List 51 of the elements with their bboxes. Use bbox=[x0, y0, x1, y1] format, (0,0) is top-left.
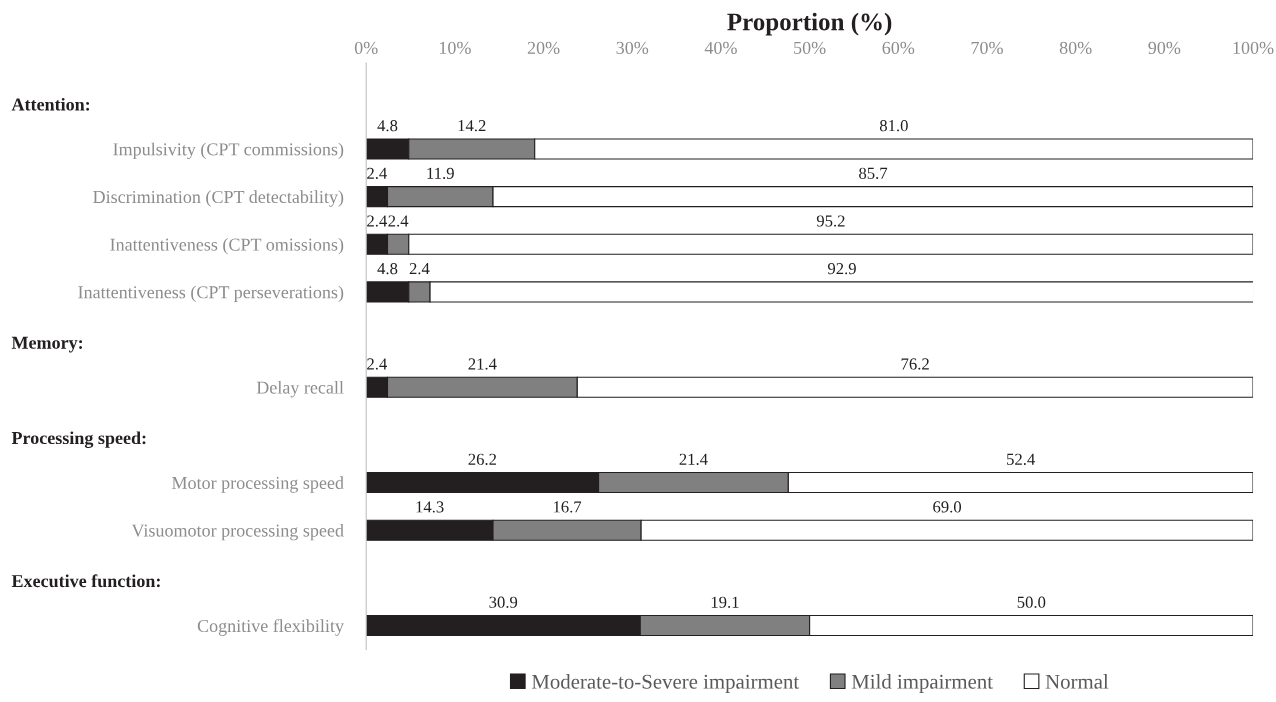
data-label: 30.9 bbox=[489, 596, 518, 608]
x-tick-label: 80% bbox=[1059, 41, 1092, 55]
legend-label: Moderate-to-Severe impairment bbox=[531, 674, 800, 693]
data-label: 92.9 bbox=[827, 263, 856, 275]
legend-label: Mild impairment bbox=[851, 674, 993, 693]
x-tick-label: 70% bbox=[971, 41, 1003, 55]
data-label: 19.1 bbox=[711, 596, 739, 608]
data-label: 2.4 bbox=[409, 263, 430, 275]
data-label: 4.8 bbox=[377, 263, 398, 275]
data-label: 50.0 bbox=[1017, 596, 1046, 608]
data-label: 14.2 bbox=[458, 120, 486, 132]
data-label: 2.4 bbox=[367, 167, 388, 180]
y-tick-label: Impulsivity (CPT commissions) bbox=[113, 142, 344, 160]
y-tick-label: Visuomotor processing speed bbox=[131, 523, 344, 541]
text: Attention: bbox=[11, 97, 90, 111]
y-tick-label: Inattentiveness (CPT omissions) bbox=[110, 238, 344, 255]
data-label: 52.4 bbox=[1007, 453, 1036, 465]
legend-label: Normal bbox=[1045, 674, 1109, 689]
text: Processing speed: bbox=[11, 431, 146, 448]
x-tick-label: 10% bbox=[439, 41, 471, 55]
data-label: 69.0 bbox=[933, 501, 962, 513]
x-tick-label: 20% bbox=[527, 41, 560, 55]
data-label: 81.0 bbox=[879, 120, 908, 132]
data-label: 2.4 bbox=[367, 215, 388, 227]
data-label: 14.3 bbox=[416, 501, 444, 513]
y-tick-label: Inattentiveness (CPT perseverations) bbox=[78, 285, 344, 303]
text: Memory: bbox=[11, 336, 83, 353]
y-tick-label: Motor processing speed bbox=[172, 476, 344, 493]
x-tick-label: 40% bbox=[704, 41, 737, 55]
x-tick-label: 0% bbox=[354, 41, 378, 55]
data-label: 4.8 bbox=[377, 120, 398, 132]
x-tick-label: 30% bbox=[616, 41, 649, 55]
data-label: 95.2 bbox=[816, 215, 845, 227]
y-tick-label: Discrimination (CPT detectability) bbox=[93, 190, 344, 207]
data-label: 2.4 bbox=[367, 358, 388, 370]
x-tick-label: 90% bbox=[1148, 41, 1181, 55]
data-label: 21.4 bbox=[679, 453, 708, 465]
x-tick-label: 60% bbox=[882, 41, 915, 55]
data-label: 26.2 bbox=[468, 453, 497, 465]
y-tick-label: Delay recall bbox=[256, 380, 344, 398]
data-label: 2.4 bbox=[388, 215, 409, 227]
x-axis-title: Proportion (%) bbox=[727, 12, 892, 36]
x-tick-label: 100% bbox=[1233, 41, 1274, 55]
data-label: 16.7 bbox=[553, 501, 582, 513]
data-label: 85.7 bbox=[859, 167, 888, 180]
data-label: 76.2 bbox=[901, 358, 929, 370]
data-label: 11.9 bbox=[427, 167, 454, 180]
y-tick-label: Cognitive flexibility bbox=[197, 619, 344, 636]
data-label: 21.4 bbox=[468, 358, 497, 370]
x-tick-label: 50% bbox=[794, 41, 826, 55]
text: Executive function: bbox=[11, 574, 160, 588]
